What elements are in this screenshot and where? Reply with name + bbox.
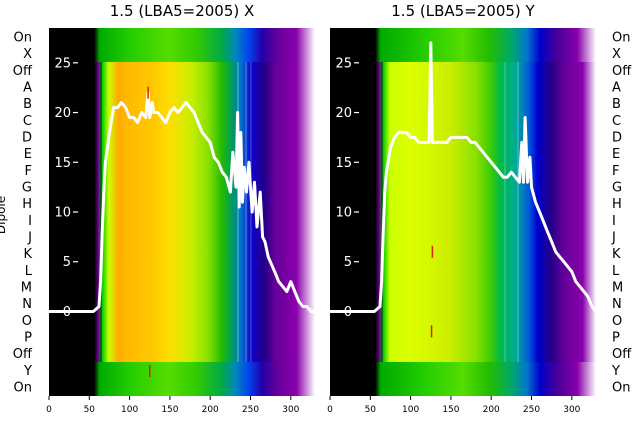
x-tick-label: 300 xyxy=(282,405,299,415)
heatmap-edge-x xyxy=(100,62,102,362)
dipole-label: On xyxy=(14,31,32,46)
dipole-label: F xyxy=(25,164,32,179)
heatmap-band-top-y xyxy=(330,28,596,62)
series-curve-x xyxy=(49,91,315,313)
dipole-label: J xyxy=(27,231,32,246)
overlay-tick-label: 15 xyxy=(54,156,71,171)
dipole-label: E xyxy=(612,147,620,162)
dipole-label: Y xyxy=(611,364,620,379)
overlay-tick-label: 20 xyxy=(54,106,71,121)
heatmap-band-bottom-x xyxy=(49,362,315,396)
dipole-label: K xyxy=(612,247,621,262)
dipole-label: K xyxy=(23,247,32,262)
heatmap-edge-y xyxy=(381,62,383,362)
overlay-tick-label: 5 xyxy=(63,255,71,270)
dipole-label: M xyxy=(21,281,32,296)
dipole-label: P xyxy=(612,331,620,346)
dipole-label: J xyxy=(611,231,616,246)
dipole-label: N xyxy=(612,297,622,312)
x-tick-label: 250 xyxy=(523,405,540,415)
x-tick-label: 50 xyxy=(84,405,96,415)
heatmap-band-top-x xyxy=(49,28,315,62)
dipole-label: X xyxy=(23,47,32,62)
markers-x xyxy=(147,86,151,378)
dipole-label: O xyxy=(22,314,32,329)
overlay-tick-label: 10 xyxy=(335,206,352,221)
dipole-label: M xyxy=(612,281,623,296)
dipole-label: H xyxy=(22,197,32,212)
dipole-label: C xyxy=(612,114,621,129)
dipole-label: On xyxy=(612,381,630,396)
dipole-label: H xyxy=(612,197,622,212)
dipole-label: G xyxy=(612,181,622,196)
dipole-label: N xyxy=(22,297,32,312)
dipole-label: A xyxy=(23,81,32,96)
panel-y: 1.5 (LBA5=2005) Y 0 50 100 150 200 250 300 OnX… xyxy=(327,2,632,415)
dipole-label: Off xyxy=(13,64,33,79)
overlay-tick-label: 15 xyxy=(335,156,352,171)
overlay-tick-label: 10 xyxy=(54,206,71,221)
panel-x: 1.5 (LBA5=2005) X Dipole 0 50 100 150 200 250… xyxy=(0,2,315,415)
overlay-tick-label: 25 xyxy=(335,56,352,71)
x-tick-label: 0 xyxy=(327,405,333,415)
dipole-label: C xyxy=(23,114,32,129)
x-tick-label: 200 xyxy=(202,405,219,415)
markers-y xyxy=(430,245,434,338)
dipole-label: A xyxy=(612,81,621,96)
dipole-label: F xyxy=(612,164,619,179)
dipole-label: I xyxy=(612,214,616,229)
dipole-label: B xyxy=(612,97,621,112)
overlay-tick-label: 20 xyxy=(335,106,352,121)
dipole-label: G xyxy=(22,181,32,196)
x-tick-label: 50 xyxy=(365,405,377,415)
dipole-label: E xyxy=(24,147,32,162)
dipole-label: Off xyxy=(612,64,632,79)
panel-title-y: 1.5 (LBA5=2005) Y xyxy=(391,2,535,20)
dipole-label: Off xyxy=(13,347,33,362)
heatmap-band-bottom-y xyxy=(330,362,596,396)
x-tick-label: 300 xyxy=(563,405,580,415)
x-tick-label: 100 xyxy=(121,405,138,415)
dipole-label: L xyxy=(25,264,33,279)
panel-title-x: 1.5 (LBA5=2005) X xyxy=(110,2,255,20)
x-ticks-y: 0 50 100 150 200 250 300 xyxy=(327,396,581,415)
dipole-label: X xyxy=(612,47,621,62)
x-ticks-x: 0 50 100 150 200 250 300 xyxy=(46,396,300,415)
dipole-label: On xyxy=(14,381,32,396)
x-tick-label: 250 xyxy=(242,405,259,415)
dipole-label: Off xyxy=(612,347,632,362)
heatmap-core-y xyxy=(330,62,596,362)
x-tick-label: 0 xyxy=(46,405,52,415)
dipole-label: I xyxy=(28,214,32,229)
dipole-label: D xyxy=(22,131,32,146)
x-tick-label: 150 xyxy=(161,405,178,415)
dipole-label: Y xyxy=(23,364,32,379)
dipole-label: D xyxy=(612,131,622,146)
dipole-label: P xyxy=(24,331,32,346)
x-tick-label: 100 xyxy=(402,405,419,415)
series-curve-y xyxy=(330,41,598,313)
x-tick-label: 200 xyxy=(483,405,500,415)
dipole-label: L xyxy=(612,264,620,279)
dipole-label: B xyxy=(23,97,32,112)
x-tick-label: 150 xyxy=(442,405,459,415)
dipole-label: O xyxy=(612,314,622,329)
overlay-tick-label: 25 xyxy=(54,56,71,71)
overlay-tick-label: 5 xyxy=(344,255,352,270)
axis-label-dipole: Dipole xyxy=(0,196,8,234)
dipole-label: On xyxy=(612,31,630,46)
